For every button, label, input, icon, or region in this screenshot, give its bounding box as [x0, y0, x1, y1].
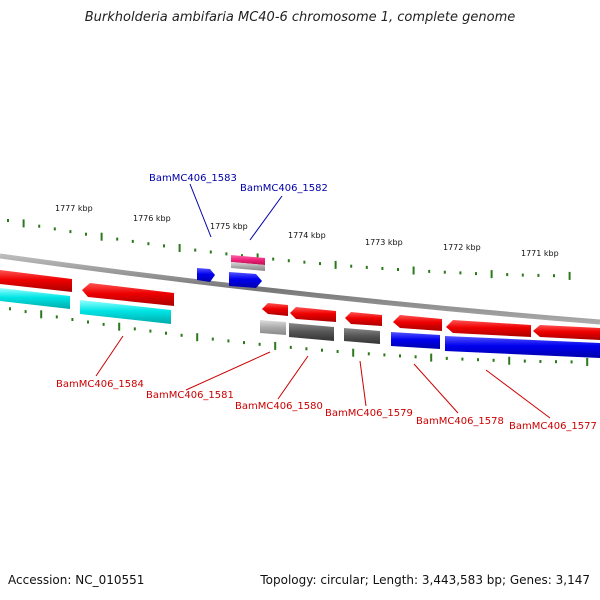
gene-label-bammc406-1581[interactable]: BamMC406_1581 [146, 390, 234, 401]
topology-text: Topology: circular; Length: 3,443,583 bp… [260, 573, 590, 587]
gene-arrow[interactable] [231, 262, 265, 271]
gene-label-bammc406-1580[interactable]: BamMC406_1580 [235, 401, 323, 412]
ruler-label: 1775 kbp [210, 222, 248, 231]
ruler-label: 1772 kbp [443, 243, 481, 252]
gene-block[interactable] [445, 336, 600, 358]
leader-line [185, 351, 271, 391]
leader-line [95, 335, 124, 377]
gene-label-bammc406-1578[interactable]: BamMC406_1578 [416, 416, 504, 427]
leader-line [249, 195, 283, 241]
ruler-label: 1777 kbp [55, 204, 93, 213]
gene-label-bammc406-1584[interactable]: BamMC406_1584 [56, 379, 144, 390]
leader-line [359, 360, 367, 407]
gene-arrow[interactable] [0, 288, 70, 309]
gene-arrow[interactable] [80, 300, 171, 324]
gene-label-bammc406-1582[interactable]: BamMC406_1582 [240, 183, 328, 194]
gene-arrow[interactable] [82, 283, 174, 306]
ruler-labels: 1777 kbp 1776 kbp 1775 kbp 1774 kbp 1773… [55, 204, 559, 258]
gene-arrow[interactable] [231, 255, 265, 265]
gene-arrow[interactable] [290, 307, 336, 322]
ruler-label: 1771 kbp [521, 249, 559, 258]
map-title: Burkholderia ambifaria MC40-6 chromosome… [84, 10, 516, 25]
gene-block[interactable] [344, 328, 380, 344]
chromosome-backbone [0, 253, 600, 325]
gene-arrow[interactable] [345, 312, 382, 326]
outer-genes [0, 255, 265, 324]
accession-text: Accession: NC_010551 [8, 573, 145, 587]
gene-block[interactable] [391, 332, 440, 349]
leader-line [413, 363, 459, 414]
leader-line [277, 355, 309, 400]
gene-arrow-bammc406-1582[interactable] [229, 272, 262, 288]
inner-genes [260, 303, 600, 358]
ruler-label: 1774 kbp [288, 231, 326, 240]
leader-line [189, 183, 212, 238]
gene-arrow-bammc406-1583[interactable] [197, 268, 215, 282]
gene-label-bammc406-1583[interactable]: BamMC406_1583 [149, 173, 237, 184]
gene-arrow[interactable] [393, 315, 442, 331]
leader-line [485, 369, 551, 419]
ruler-label: 1776 kbp [133, 214, 171, 223]
gene-arrow[interactable] [446, 320, 531, 337]
gene-arrow[interactable] [262, 303, 288, 316]
gene-label-bammc406-1579[interactable]: BamMC406_1579 [325, 408, 413, 419]
gene-block[interactable] [289, 323, 334, 341]
gene-label-bammc406-1577[interactable]: BamMC406_1577 [509, 421, 597, 432]
gene-arrow[interactable] [0, 270, 72, 292]
ruler-ticks-outer [7, 219, 571, 280]
leader-lines [95, 183, 551, 419]
ruler-ticks-inner [9, 307, 589, 366]
ruler-label: 1773 kbp [365, 238, 403, 247]
gene-arrow[interactable] [533, 325, 600, 340]
gene-block[interactable] [260, 320, 286, 335]
gene-labels: BamMC406_1583 BamMC406_1582 BamMC406_158… [56, 173, 597, 432]
